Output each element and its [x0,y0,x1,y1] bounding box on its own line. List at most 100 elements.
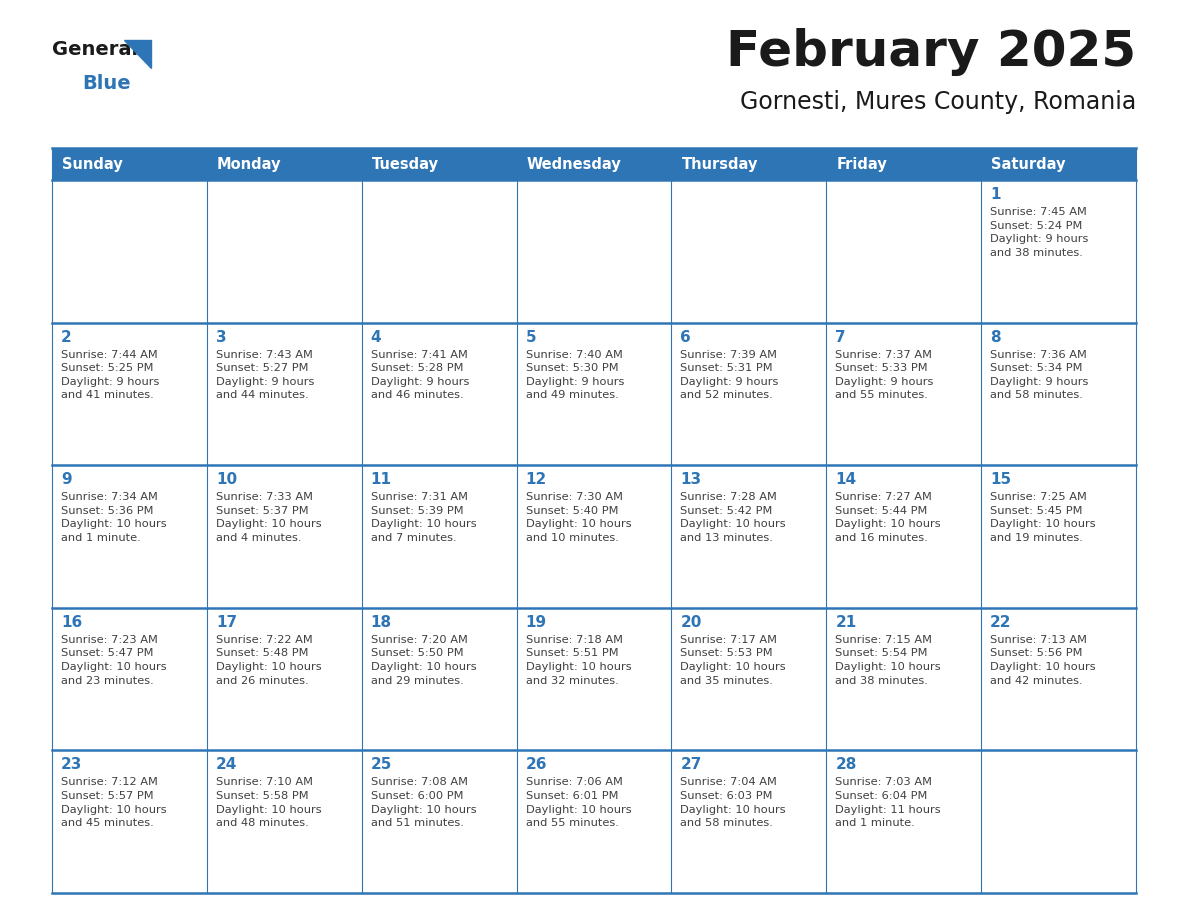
Text: 24: 24 [216,757,238,772]
Text: 9: 9 [61,472,71,487]
Text: 7: 7 [835,330,846,344]
Text: Sunrise: 7:10 AM
Sunset: 5:58 PM
Daylight: 10 hours
and 48 minutes.: Sunrise: 7:10 AM Sunset: 5:58 PM Dayligh… [216,778,322,828]
Text: Sunrise: 7:27 AM
Sunset: 5:44 PM
Daylight: 10 hours
and 16 minutes.: Sunrise: 7:27 AM Sunset: 5:44 PM Dayligh… [835,492,941,543]
Text: Tuesday: Tuesday [372,156,438,172]
Text: Sunrise: 7:04 AM
Sunset: 6:03 PM
Daylight: 10 hours
and 58 minutes.: Sunrise: 7:04 AM Sunset: 6:03 PM Dayligh… [681,778,786,828]
Text: Sunrise: 7:18 AM
Sunset: 5:51 PM
Daylight: 10 hours
and 32 minutes.: Sunrise: 7:18 AM Sunset: 5:51 PM Dayligh… [525,635,631,686]
Text: 4: 4 [371,330,381,344]
Text: 6: 6 [681,330,691,344]
Text: Sunday: Sunday [62,156,122,172]
Bar [981,148,1136,180]
Text: 15: 15 [990,472,1011,487]
Text: 27: 27 [681,757,702,772]
Bar [981,608,1136,750]
Bar [517,465,671,608]
Text: Sunrise: 7:23 AM
Sunset: 5:47 PM
Daylight: 10 hours
and 23 minutes.: Sunrise: 7:23 AM Sunset: 5:47 PM Dayligh… [61,635,166,686]
Bar [517,322,671,465]
Bar [671,322,827,465]
Bar [52,148,207,180]
Text: Sunrise: 7:43 AM
Sunset: 5:27 PM
Daylight: 9 hours
and 44 minutes.: Sunrise: 7:43 AM Sunset: 5:27 PM Dayligh… [216,350,315,400]
Bar [207,608,361,750]
Bar [52,180,207,322]
Bar [361,750,517,893]
Text: 14: 14 [835,472,857,487]
Bar [52,750,207,893]
Bar [361,148,517,180]
Bar [827,180,981,322]
Text: Sunrise: 7:44 AM
Sunset: 5:25 PM
Daylight: 9 hours
and 41 minutes.: Sunrise: 7:44 AM Sunset: 5:25 PM Dayligh… [61,350,159,400]
Text: Sunrise: 7:31 AM
Sunset: 5:39 PM
Daylight: 10 hours
and 7 minutes.: Sunrise: 7:31 AM Sunset: 5:39 PM Dayligh… [371,492,476,543]
Text: Sunrise: 7:08 AM
Sunset: 6:00 PM
Daylight: 10 hours
and 51 minutes.: Sunrise: 7:08 AM Sunset: 6:00 PM Dayligh… [371,778,476,828]
Bar [207,465,361,608]
Text: Sunrise: 7:06 AM
Sunset: 6:01 PM
Daylight: 10 hours
and 55 minutes.: Sunrise: 7:06 AM Sunset: 6:01 PM Dayligh… [525,778,631,828]
Bar [361,180,517,322]
Text: Sunrise: 7:17 AM
Sunset: 5:53 PM
Daylight: 10 hours
and 35 minutes.: Sunrise: 7:17 AM Sunset: 5:53 PM Dayligh… [681,635,786,686]
Bar [517,148,671,180]
Text: Blue: Blue [82,74,131,93]
Text: Sunrise: 7:39 AM
Sunset: 5:31 PM
Daylight: 9 hours
and 52 minutes.: Sunrise: 7:39 AM Sunset: 5:31 PM Dayligh… [681,350,779,400]
Text: Sunrise: 7:25 AM
Sunset: 5:45 PM
Daylight: 10 hours
and 19 minutes.: Sunrise: 7:25 AM Sunset: 5:45 PM Dayligh… [990,492,1095,543]
Text: Sunrise: 7:33 AM
Sunset: 5:37 PM
Daylight: 10 hours
and 4 minutes.: Sunrise: 7:33 AM Sunset: 5:37 PM Dayligh… [216,492,322,543]
Bar [207,180,361,322]
Bar [827,465,981,608]
Text: Sunrise: 7:03 AM
Sunset: 6:04 PM
Daylight: 11 hours
and 1 minute.: Sunrise: 7:03 AM Sunset: 6:04 PM Dayligh… [835,778,941,828]
Text: 19: 19 [525,615,546,630]
Bar [361,608,517,750]
Bar [207,322,361,465]
Text: 11: 11 [371,472,392,487]
Bar [207,750,361,893]
Bar [52,465,207,608]
Bar [517,180,671,322]
Bar [671,608,827,750]
Text: General: General [52,40,138,59]
Text: 18: 18 [371,615,392,630]
Bar [517,750,671,893]
Bar [671,148,827,180]
Text: Sunrise: 7:12 AM
Sunset: 5:57 PM
Daylight: 10 hours
and 45 minutes.: Sunrise: 7:12 AM Sunset: 5:57 PM Dayligh… [61,778,166,828]
Text: Sunrise: 7:41 AM
Sunset: 5:28 PM
Daylight: 9 hours
and 46 minutes.: Sunrise: 7:41 AM Sunset: 5:28 PM Dayligh… [371,350,469,400]
Text: Saturday: Saturday [991,156,1066,172]
Text: Sunrise: 7:45 AM
Sunset: 5:24 PM
Daylight: 9 hours
and 38 minutes.: Sunrise: 7:45 AM Sunset: 5:24 PM Dayligh… [990,207,1088,258]
Bar [361,322,517,465]
Text: Sunrise: 7:40 AM
Sunset: 5:30 PM
Daylight: 9 hours
and 49 minutes.: Sunrise: 7:40 AM Sunset: 5:30 PM Dayligh… [525,350,624,400]
Text: 28: 28 [835,757,857,772]
Text: Sunrise: 7:30 AM
Sunset: 5:40 PM
Daylight: 10 hours
and 10 minutes.: Sunrise: 7:30 AM Sunset: 5:40 PM Dayligh… [525,492,631,543]
Bar [517,608,671,750]
Text: 5: 5 [525,330,536,344]
Bar [981,750,1136,893]
Text: 2: 2 [61,330,71,344]
Text: 23: 23 [61,757,82,772]
Text: 1: 1 [990,187,1000,202]
Text: Sunrise: 7:37 AM
Sunset: 5:33 PM
Daylight: 9 hours
and 55 minutes.: Sunrise: 7:37 AM Sunset: 5:33 PM Dayligh… [835,350,934,400]
Bar [361,465,517,608]
Bar [671,180,827,322]
Text: 25: 25 [371,757,392,772]
Text: Wednesday: Wednesday [526,156,621,172]
Text: Sunrise: 7:34 AM
Sunset: 5:36 PM
Daylight: 10 hours
and 1 minute.: Sunrise: 7:34 AM Sunset: 5:36 PM Dayligh… [61,492,166,543]
Bar [207,148,361,180]
Text: Sunrise: 7:22 AM
Sunset: 5:48 PM
Daylight: 10 hours
and 26 minutes.: Sunrise: 7:22 AM Sunset: 5:48 PM Dayligh… [216,635,322,686]
Polygon shape [124,40,151,68]
Bar [827,750,981,893]
Text: 10: 10 [216,472,236,487]
Text: 13: 13 [681,472,702,487]
Text: February 2025: February 2025 [726,28,1136,76]
Text: Sunrise: 7:28 AM
Sunset: 5:42 PM
Daylight: 10 hours
and 13 minutes.: Sunrise: 7:28 AM Sunset: 5:42 PM Dayligh… [681,492,786,543]
Text: Sunrise: 7:13 AM
Sunset: 5:56 PM
Daylight: 10 hours
and 42 minutes.: Sunrise: 7:13 AM Sunset: 5:56 PM Dayligh… [990,635,1095,686]
Text: Sunrise: 7:36 AM
Sunset: 5:34 PM
Daylight: 9 hours
and 58 minutes.: Sunrise: 7:36 AM Sunset: 5:34 PM Dayligh… [990,350,1088,400]
Text: 12: 12 [525,472,546,487]
Text: 20: 20 [681,615,702,630]
Bar [981,322,1136,465]
Bar [52,322,207,465]
Text: 26: 26 [525,757,546,772]
Bar [827,608,981,750]
Text: 17: 17 [216,615,236,630]
Text: Friday: Friday [836,156,887,172]
Bar [671,465,827,608]
Text: Sunrise: 7:15 AM
Sunset: 5:54 PM
Daylight: 10 hours
and 38 minutes.: Sunrise: 7:15 AM Sunset: 5:54 PM Dayligh… [835,635,941,686]
Bar [981,180,1136,322]
Text: Gornesti, Mures County, Romania: Gornesti, Mures County, Romania [740,90,1136,114]
Bar [827,322,981,465]
Text: Sunrise: 7:20 AM
Sunset: 5:50 PM
Daylight: 10 hours
and 29 minutes.: Sunrise: 7:20 AM Sunset: 5:50 PM Dayligh… [371,635,476,686]
Text: 22: 22 [990,615,1012,630]
